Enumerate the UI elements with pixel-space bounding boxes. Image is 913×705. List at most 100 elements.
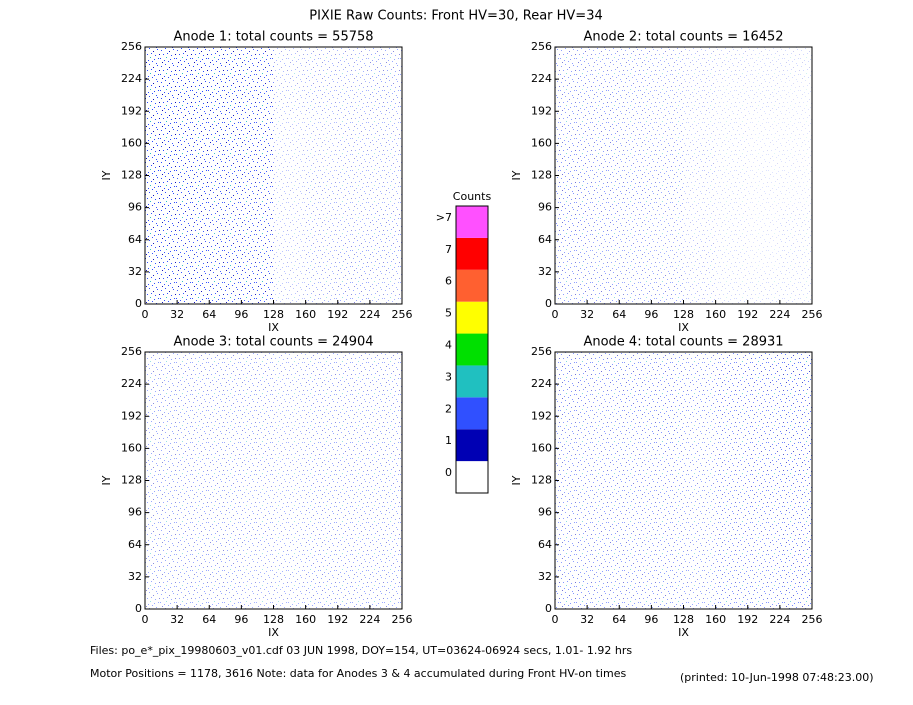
density-cell bbox=[683, 416, 716, 449]
colorbar-swatch bbox=[456, 461, 488, 493]
density-cell bbox=[587, 175, 620, 208]
density-cell bbox=[337, 416, 370, 449]
density-cell bbox=[369, 512, 402, 545]
footer-line: (printed: 10-Jun-1998 07:48:23.00) bbox=[680, 671, 874, 684]
y-tick-label: 224 bbox=[531, 377, 552, 390]
density-cell bbox=[555, 271, 588, 304]
x-tick-label: 128 bbox=[263, 613, 284, 626]
panel-title: Anode 4: total counts = 28931 bbox=[583, 335, 783, 350]
x-tick-label: 224 bbox=[359, 613, 380, 626]
density-cell bbox=[555, 448, 588, 481]
density-cell bbox=[241, 271, 274, 304]
density-cell bbox=[337, 175, 370, 208]
density-cell bbox=[241, 512, 274, 545]
x-tick-label: 96 bbox=[234, 613, 248, 626]
density-cell bbox=[241, 239, 274, 272]
density-cell bbox=[209, 416, 242, 449]
y-tick-label: 0 bbox=[545, 297, 552, 310]
density-cell bbox=[747, 271, 780, 304]
density-cell bbox=[715, 416, 748, 449]
density-cell bbox=[273, 416, 306, 449]
x-tick-label: 160 bbox=[295, 613, 316, 626]
density-cell bbox=[555, 352, 588, 385]
density-cell bbox=[683, 480, 716, 513]
x-axis-label: IX bbox=[268, 321, 279, 334]
density-cell bbox=[651, 239, 684, 272]
footer-line: Files: po_e*_pix_19980603_v01.cdf 03 JUN… bbox=[90, 644, 632, 657]
density-cell bbox=[651, 352, 684, 385]
density-cell bbox=[651, 271, 684, 304]
density-cell bbox=[177, 79, 210, 112]
density-cell bbox=[619, 480, 652, 513]
density-cell bbox=[209, 384, 242, 417]
density-cell bbox=[555, 384, 588, 417]
density-cell bbox=[715, 576, 748, 609]
density-cell bbox=[683, 544, 716, 577]
density-cell bbox=[619, 175, 652, 208]
density-cell bbox=[555, 111, 588, 144]
density-cell bbox=[177, 384, 210, 417]
y-tick-label: 192 bbox=[531, 409, 552, 422]
density-cell bbox=[177, 544, 210, 577]
density-cell bbox=[555, 544, 588, 577]
density-cell bbox=[619, 352, 652, 385]
density-cell bbox=[305, 448, 338, 481]
density-cell bbox=[715, 111, 748, 144]
density-cell bbox=[241, 576, 274, 609]
density-cell bbox=[619, 207, 652, 240]
x-tick-label: 32 bbox=[580, 308, 594, 321]
density-cell bbox=[241, 384, 274, 417]
x-tick-label: 192 bbox=[327, 308, 348, 321]
x-tick-label: 160 bbox=[295, 308, 316, 321]
density-cell bbox=[619, 271, 652, 304]
density-cell bbox=[555, 79, 588, 112]
density-cell bbox=[555, 47, 588, 80]
density-cell bbox=[619, 544, 652, 577]
density-cell bbox=[683, 47, 716, 80]
density-cell bbox=[177, 175, 210, 208]
y-tick-label: 64 bbox=[538, 538, 552, 551]
footer-line: Motor Positions = 1178, 3616 Note: data … bbox=[90, 667, 626, 680]
density-cell bbox=[241, 207, 274, 240]
x-tick-label: 256 bbox=[802, 613, 823, 626]
density-cell bbox=[241, 79, 274, 112]
colorbar-title: Counts bbox=[453, 190, 492, 203]
density-cell bbox=[209, 79, 242, 112]
density-cell bbox=[145, 271, 178, 304]
density-cell bbox=[683, 271, 716, 304]
y-tick-label: 64 bbox=[128, 233, 142, 246]
colorbar-label: 5 bbox=[445, 307, 452, 320]
x-axis-label: IX bbox=[268, 626, 279, 639]
density-cell bbox=[555, 480, 588, 513]
density-cell bbox=[779, 448, 812, 481]
density-cell bbox=[369, 175, 402, 208]
density-cell bbox=[369, 416, 402, 449]
density-cell bbox=[273, 111, 306, 144]
density-cell bbox=[273, 143, 306, 176]
density-cell bbox=[177, 480, 210, 513]
y-tick-label: 160 bbox=[531, 441, 552, 454]
density-cell bbox=[337, 207, 370, 240]
density-cell bbox=[555, 576, 588, 609]
density-cell bbox=[779, 544, 812, 577]
density-cell bbox=[177, 352, 210, 385]
density-cell bbox=[273, 47, 306, 80]
density-cell bbox=[747, 47, 780, 80]
density-cell bbox=[619, 111, 652, 144]
x-tick-label: 224 bbox=[769, 308, 790, 321]
density-cell bbox=[337, 352, 370, 385]
density-cell bbox=[683, 143, 716, 176]
density-cell bbox=[145, 207, 178, 240]
density-cell bbox=[145, 384, 178, 417]
y-tick-label: 128 bbox=[531, 474, 552, 487]
density-cell bbox=[337, 47, 370, 80]
density-cell bbox=[209, 352, 242, 385]
colorbar-label: 2 bbox=[445, 402, 452, 415]
density-cell bbox=[651, 448, 684, 481]
colorbar-swatch bbox=[456, 333, 488, 366]
y-tick-label: 32 bbox=[538, 265, 552, 278]
density-cell bbox=[587, 111, 620, 144]
x-tick-label: 64 bbox=[612, 613, 626, 626]
density-cell bbox=[779, 416, 812, 449]
